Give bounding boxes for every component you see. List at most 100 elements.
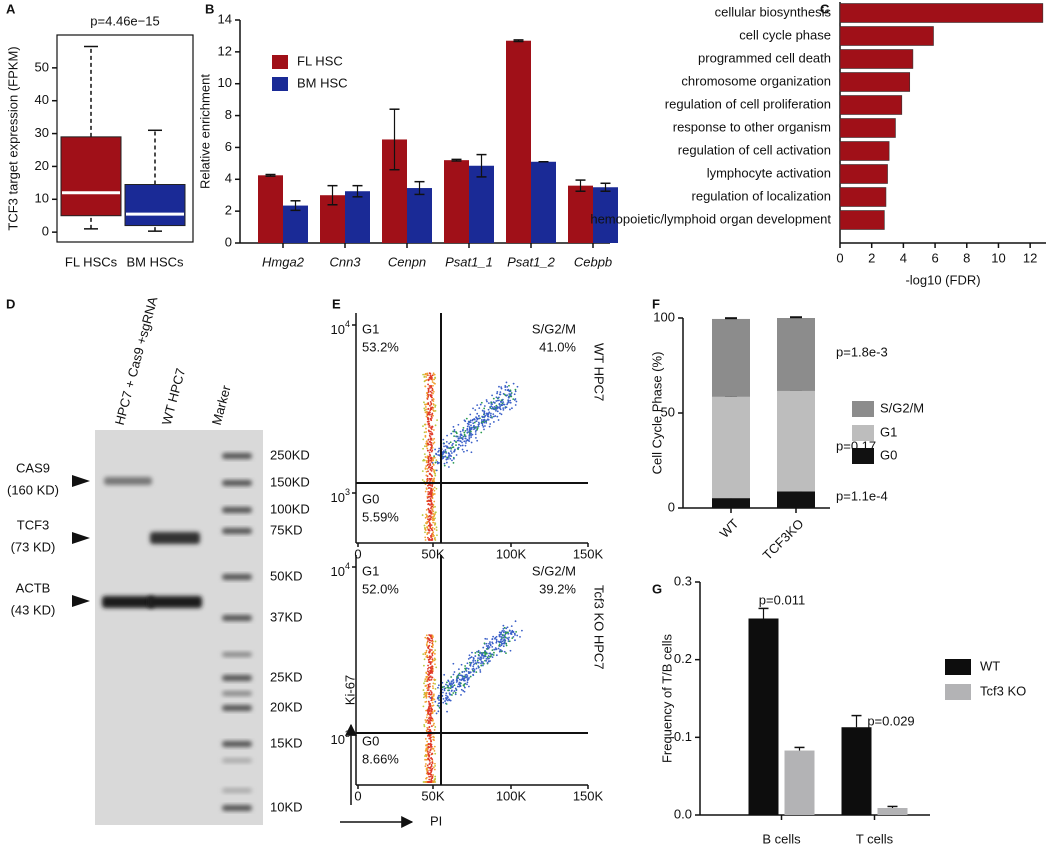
bar-segment (712, 396, 750, 499)
flow-event (432, 640, 434, 643)
panel-label: C (820, 1, 830, 16)
flow-event (428, 477, 431, 480)
blot-band (102, 596, 154, 608)
flow-event (483, 642, 486, 645)
flow-event (443, 687, 446, 690)
flow-event (428, 661, 431, 663)
x-tick-label: 100K (496, 788, 527, 803)
legend-label: BM HSC (297, 75, 348, 90)
flow-event (428, 451, 431, 454)
blot-band (104, 477, 152, 485)
flow-event (425, 522, 428, 525)
flow-event (447, 466, 450, 468)
flow-event (503, 629, 505, 632)
flow-event (496, 392, 498, 395)
panel-label: A (6, 1, 16, 16)
flow-event (459, 440, 462, 443)
flow-event (491, 656, 494, 659)
flow-event (458, 685, 461, 688)
flow-event (470, 661, 473, 664)
flow-event (429, 634, 432, 637)
flow-event (483, 405, 486, 407)
arrowhead (72, 475, 90, 487)
flow-event (495, 409, 497, 412)
flow-event (463, 690, 466, 693)
flow-event (461, 437, 464, 440)
flow-event (441, 451, 444, 454)
flow-event (502, 634, 504, 636)
bar (841, 727, 872, 815)
flow-event (494, 636, 497, 639)
flow-event (485, 421, 488, 424)
flow-event (423, 431, 426, 434)
flow-event (431, 646, 434, 649)
bar (839, 164, 888, 184)
tick-base: 10 (331, 490, 345, 505)
flow-event (426, 764, 429, 767)
flow-event (427, 712, 429, 715)
bar-segment (777, 318, 815, 391)
error-bar (451, 158, 462, 162)
error-bar (887, 805, 898, 809)
flow-event (449, 457, 452, 460)
flow-event (460, 663, 463, 666)
flow-event (425, 700, 428, 703)
flow-event (423, 658, 426, 661)
protein-size: (160 KD) (7, 482, 59, 497)
flow-event (426, 391, 429, 394)
flow-event (425, 716, 428, 719)
flow-event (422, 653, 425, 656)
flow-event (510, 632, 512, 634)
y-tick-label: 0 (42, 224, 49, 239)
blot-band (222, 675, 252, 681)
flow-event (429, 413, 431, 416)
flow-event (481, 653, 484, 656)
flow-event (426, 442, 429, 445)
flow-event (451, 683, 454, 686)
flow-event (461, 444, 464, 447)
flow-event (495, 648, 497, 651)
flow-event (425, 509, 428, 511)
error-bar (290, 200, 301, 212)
flow-event (496, 407, 499, 410)
flow-event (445, 451, 447, 453)
flow-event (502, 627, 505, 630)
flow-event (470, 434, 473, 436)
flow-event (449, 446, 452, 449)
bar-segment (712, 498, 750, 508)
flow-event (430, 493, 433, 496)
flow-event (446, 446, 449, 449)
y-tick-label: 103 (331, 487, 350, 505)
flow-event (482, 657, 485, 659)
lane-label: WT HPC7 (159, 367, 189, 427)
blot-band (222, 453, 252, 459)
flow-event (445, 683, 447, 686)
flow-event (458, 678, 461, 681)
x-tick-label: 150K (573, 788, 604, 803)
x-tick-label: TCF3KO (760, 516, 807, 563)
flow-event (478, 407, 481, 410)
flow-event (479, 652, 481, 655)
legend-label: G0 (880, 447, 897, 462)
flow-event (497, 647, 500, 650)
flow-event (455, 681, 458, 683)
flow-event (432, 521, 435, 524)
protein-name: CAS9 (16, 460, 50, 475)
flow-event (480, 664, 483, 667)
y-tick-label: regulation of cell proliferation (665, 96, 831, 111)
flow-event (450, 685, 452, 688)
flow-event (504, 636, 507, 639)
flow-event (435, 469, 438, 472)
flow-event (425, 376, 428, 378)
bar (839, 95, 903, 115)
error-bar (575, 179, 586, 192)
flow-event (476, 659, 479, 662)
protein-size: (73 KD) (11, 539, 56, 554)
flow-event (428, 726, 431, 728)
flow-event (429, 473, 432, 475)
flow-event (424, 680, 426, 683)
flow-event (489, 660, 491, 662)
bar (593, 187, 618, 243)
flow-event (484, 655, 487, 658)
flow-event (494, 407, 497, 410)
